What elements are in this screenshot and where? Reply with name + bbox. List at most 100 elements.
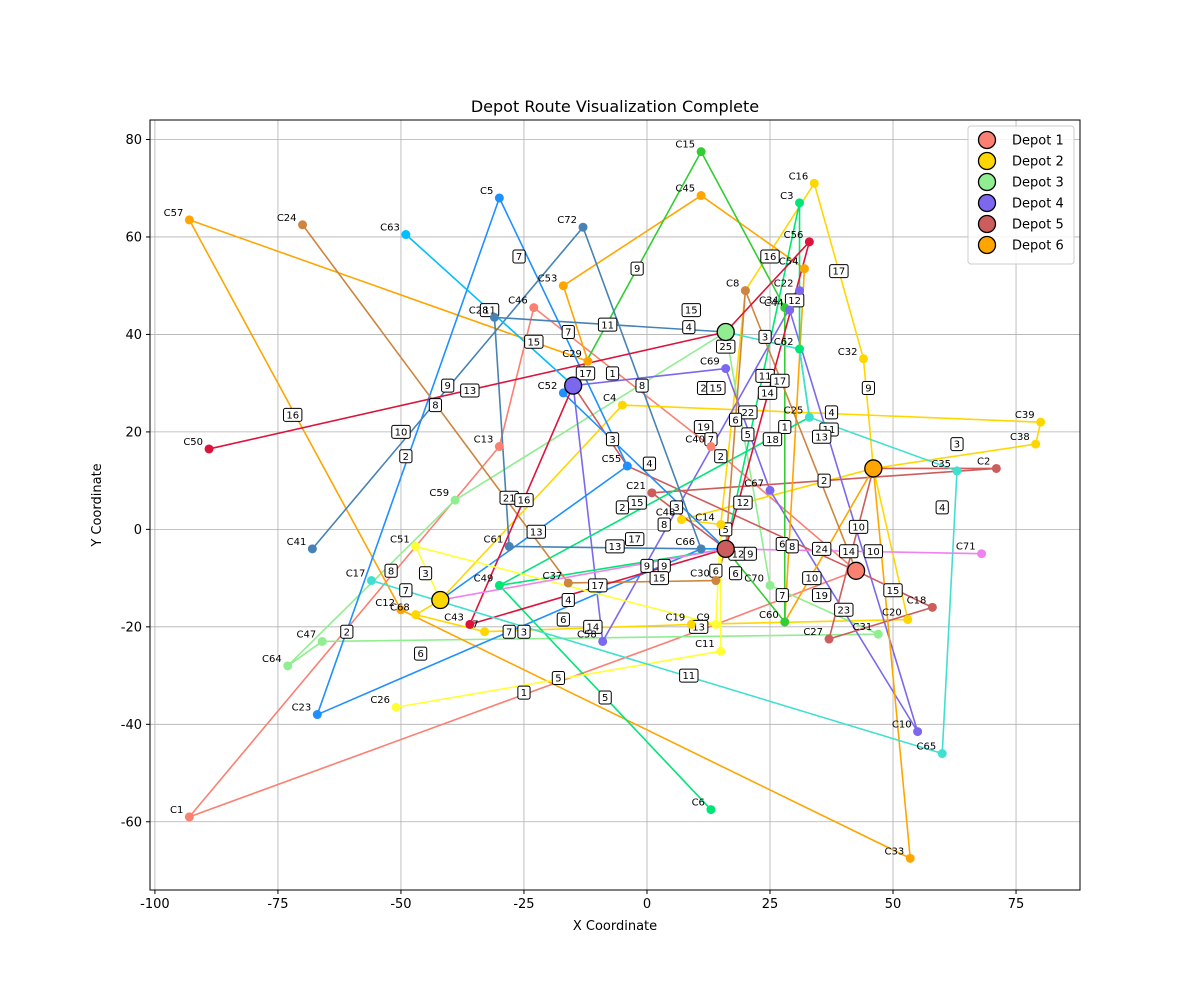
route-order-number: 2	[700, 384, 706, 395]
route-order-number: 4	[939, 503, 945, 514]
route-order-label: 4	[561, 593, 575, 608]
route-order-label: 6	[556, 612, 570, 627]
customer-label: C26	[370, 695, 390, 706]
route-order-box	[657, 517, 671, 532]
route-order-number: 3	[609, 435, 615, 446]
customer-label: C14	[695, 512, 715, 523]
route-order-box	[743, 546, 757, 561]
customer-label: C54	[779, 257, 799, 268]
y-tick-label: 20	[125, 425, 142, 440]
legend-marker	[977, 235, 997, 255]
depot-marker	[864, 459, 883, 478]
route-order-number: 6	[779, 540, 785, 551]
route-order-box	[935, 500, 949, 515]
customer-point	[494, 442, 504, 452]
route-order-box	[733, 495, 753, 510]
route-order-label: 17	[624, 532, 645, 547]
route-order-number: 25	[719, 342, 732, 353]
route-order-label: 17	[588, 578, 608, 593]
route-order-label: 3	[418, 566, 433, 581]
x-tick-label: -100	[140, 897, 170, 912]
route-order-label: 16	[282, 407, 303, 422]
route-order-number: 11	[483, 306, 496, 317]
route-order-label: 7	[775, 588, 789, 603]
customer-point	[804, 412, 814, 422]
route-order-box	[728, 412, 743, 427]
route-order-number: 1	[521, 688, 527, 699]
route-order-label: 1	[778, 420, 792, 435]
route-order-box	[693, 420, 714, 435]
route-order-number: 15	[631, 498, 644, 509]
customer-label: C11	[695, 639, 715, 650]
route-order-number: 15	[710, 384, 723, 395]
customer-point	[927, 602, 937, 612]
customer-point	[307, 544, 317, 554]
route-order-box	[642, 456, 657, 471]
route-order-box	[811, 541, 832, 556]
customer-label: C38	[1010, 432, 1030, 443]
route-order-label: 10	[848, 519, 869, 534]
customer-label: C28	[469, 305, 489, 316]
customer-point	[795, 286, 805, 296]
customer-label: C21	[626, 481, 646, 492]
route-order-number: 13	[463, 386, 476, 397]
route-order-number: 17	[628, 535, 641, 546]
customer-point	[298, 220, 308, 230]
customer-point	[647, 488, 657, 498]
route-order-number: 22	[741, 408, 754, 419]
route-order-box	[556, 612, 570, 627]
route-order-box	[399, 583, 413, 598]
route-order-number: 10	[867, 547, 880, 558]
customer-label: C13	[474, 435, 494, 446]
route-order-number: 6	[560, 615, 566, 626]
customer-label: C43	[444, 612, 464, 623]
route-order-number: 11	[759, 371, 772, 382]
route-order-number: 10	[805, 574, 818, 585]
y-tick-label: 60	[125, 230, 142, 245]
route-order-label: 19	[811, 588, 832, 603]
route-order-label: 3	[669, 500, 684, 515]
route-order-box	[785, 539, 799, 554]
route-order-box	[598, 690, 612, 705]
customer-label: C40	[685, 435, 705, 446]
route-order-number: 13	[530, 527, 543, 538]
route-order-number: 2	[403, 452, 409, 463]
customer-point	[991, 463, 1001, 473]
customer-label: C23	[292, 703, 312, 714]
route-order-box	[605, 366, 620, 381]
route-order-number: 19	[697, 423, 710, 434]
route-order-label: 4	[642, 456, 657, 471]
customer-label: C46	[508, 296, 528, 307]
y-tick-label: -40	[121, 718, 142, 733]
route-order-label: 1	[605, 366, 620, 381]
customer-point	[686, 619, 696, 629]
route-order-box	[802, 571, 822, 586]
customer-point	[711, 619, 721, 629]
route-order-label: 4	[682, 320, 696, 335]
route-order-label: 7	[512, 249, 526, 264]
route-order-box	[811, 429, 832, 444]
route-order-number: 16	[764, 252, 777, 263]
route-order-box	[605, 539, 625, 554]
route-order-label: 10	[391, 424, 411, 439]
route-order-number: 5	[745, 430, 751, 441]
customer-point	[480, 627, 490, 637]
route-order-box	[630, 261, 644, 276]
route-order-label: 10	[863, 544, 884, 559]
route-order-number: 4	[686, 323, 692, 334]
route-order-box	[728, 566, 743, 581]
customer-label: C10	[892, 720, 912, 731]
customer-point	[696, 191, 706, 201]
route-order-box	[775, 588, 789, 603]
route-order-label: 14	[583, 619, 603, 634]
route-order-number: 7	[516, 252, 522, 263]
customer-point	[795, 198, 805, 208]
route-order-number: 9	[747, 549, 753, 560]
customer-point	[578, 222, 588, 232]
customer-point	[396, 605, 406, 615]
route-order-label: 15	[681, 303, 701, 318]
route-order-label: 10	[802, 571, 822, 586]
route-order-label: 11	[679, 668, 699, 683]
customer-point	[765, 580, 775, 590]
depot-marker	[716, 539, 735, 559]
